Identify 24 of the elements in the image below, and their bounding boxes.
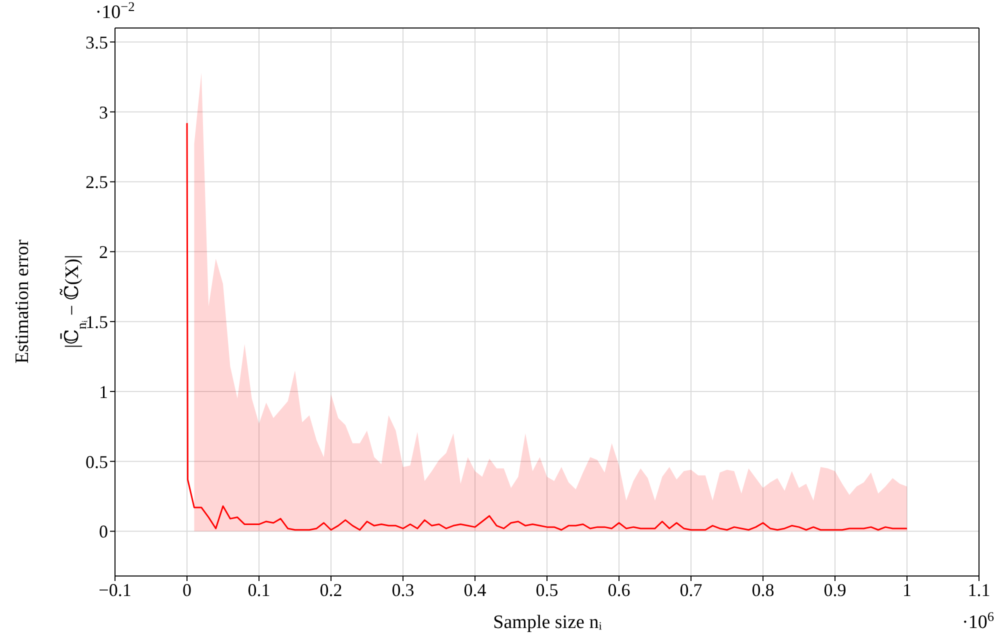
x-axis-title: Sample size nᵢ bbox=[493, 612, 602, 633]
x-tick-label: −0.1 bbox=[98, 580, 132, 600]
text: ·10$^{6}$ bbox=[962, 608, 994, 633]
y-tick-label: 3.5 bbox=[86, 32, 108, 52]
x-tick-label: 1.1 bbox=[968, 580, 990, 600]
text: ·10$^{−2}$ bbox=[95, 0, 135, 23]
x-tick-label: 0.2 bbox=[320, 580, 342, 600]
y-tick-label: 1 bbox=[99, 382, 108, 402]
x-tick-label: 0.7 bbox=[680, 580, 702, 600]
x-tick-label: 0.3 bbox=[392, 580, 414, 600]
x-tick-label: 0.8 bbox=[752, 580, 774, 600]
y-tick-label: 0 bbox=[99, 522, 108, 542]
x-tick-label: 0.9 bbox=[824, 580, 846, 600]
y-tick-label: 3 bbox=[99, 102, 108, 122]
x-tick-label: 0.6 bbox=[608, 580, 630, 600]
y-tick-label: 1.5 bbox=[86, 312, 108, 332]
x-tick-label: 1 bbox=[902, 580, 912, 600]
x-tick-label: 0.1 bbox=[248, 580, 270, 600]
y-tick-label: 2 bbox=[99, 242, 108, 262]
x-tick-label: 0.5 bbox=[536, 580, 558, 600]
y-tick-label: 2.5 bbox=[86, 172, 108, 192]
y-tick-label: 0.5 bbox=[86, 452, 108, 472]
x-tick-label: 0.4 bbox=[464, 580, 486, 600]
x-tick-label: 0 bbox=[182, 580, 192, 600]
